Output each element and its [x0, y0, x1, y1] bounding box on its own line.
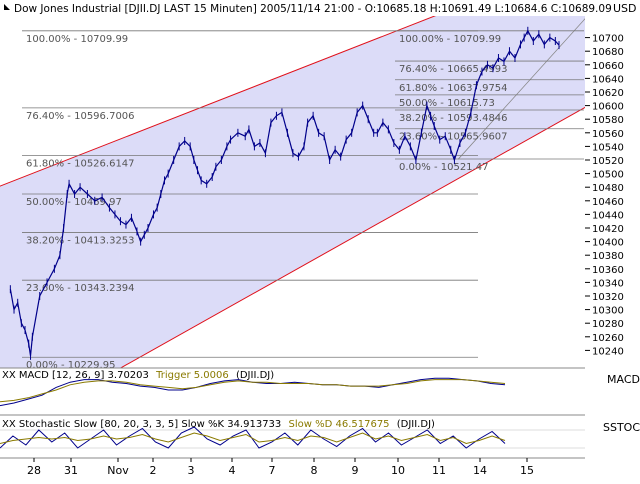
x-tick-label-7: 8: [311, 464, 318, 477]
macd-legend: XX MACD [12, 26, 9] 3.70203 Trigger 5.00…: [2, 370, 274, 381]
stoch-legend: XX Stochastic Slow [80, 20, 3, 3, 5] Slo…: [2, 419, 435, 430]
stoch-legend-main: XX Stochastic Slow [80, 20, 3, 3, 5] Slo…: [2, 419, 281, 430]
fib-right-label-2: 61.80% - 10637.9754: [399, 83, 508, 94]
x-tick-label-8: 9: [352, 464, 359, 477]
usd-label: USD: [613, 2, 637, 15]
stoch-d-line: [0, 432, 506, 445]
x-tick-label-12: 15: [520, 464, 534, 477]
y-tick-label-9: 10420: [592, 224, 624, 235]
fib-left-label-1: 76.40% - 10596.7006: [26, 111, 135, 122]
y-tick-label-18: 10600: [592, 102, 624, 113]
y-tick-label-14: 10520: [592, 156, 624, 167]
x-tick-label-4: 3: [188, 464, 195, 477]
fib-left-label-6: 0.00% - 10229.95: [26, 360, 115, 371]
y-tick-label-20: 10640: [592, 74, 624, 85]
fib-right-label-6: 0.00% - 10521.47: [399, 162, 488, 173]
x-tick-label-9: 10: [391, 464, 405, 477]
y-tick-label-13: 10500: [592, 170, 624, 181]
y-tick-label-8: 10400: [592, 238, 624, 249]
x-axis: 28 31 Nov 2 3 4 7 8 9 10 11 14 15: [27, 458, 534, 477]
y-tick-label-15: 10540: [592, 142, 624, 153]
fib-left-label-5: 23.60% - 10343.2394: [26, 283, 135, 294]
y-axis: 10240 10260 10280 10300 10320 10340 10360 10380…: [585, 34, 624, 357]
fib-right-label-3: 50.00% - 10615.73: [399, 98, 495, 109]
y-tick-label-12: 10480: [592, 183, 624, 194]
y-tick-label-3: 10300: [592, 306, 624, 317]
stoch-k-line: [0, 426, 506, 449]
y-tick-label-0: 10240: [592, 346, 624, 357]
y-tick-label-21: 10660: [592, 61, 624, 72]
channel-lower-line: [119, 106, 585, 368]
fib-left-label-3: 50.00% - 10469.97: [26, 197, 122, 208]
fib-left-label-0: 100.00% - 10709.99: [26, 34, 128, 45]
fib-left-label-2: 61.80% - 10526.6147: [26, 159, 135, 170]
y-tick-label-23: 10700: [592, 34, 624, 45]
macd-panel: [0, 377, 506, 407]
macd-legend-trigger: Trigger 5.0006: [155, 370, 229, 381]
trend-line: [457, 18, 585, 160]
y-tick-label-7: 10380: [592, 251, 624, 262]
x-tick-label-5: 4: [229, 464, 236, 477]
header-bar: [0, 0, 640, 16]
y-tick-label-4: 10320: [592, 292, 624, 303]
y-tick-label-1: 10260: [592, 333, 624, 344]
stoch-panel-label: SSTOC: [603, 421, 640, 434]
x-tick-label-11: 14: [473, 464, 487, 477]
x-tick-label-6: 7: [269, 464, 276, 477]
fib-right-label-0: 100.00% - 10709.99: [399, 34, 501, 45]
y-tick-label-19: 10620: [592, 88, 624, 99]
fib-right-label-5: 23.60% - 10565.9607: [399, 132, 508, 143]
stochastic-panel: [0, 426, 585, 449]
fib-right-label-4: 38.20% - 10593.4846: [399, 113, 508, 124]
x-tick-label-10: 11: [432, 464, 446, 477]
y-tick-label-10: 10440: [592, 210, 624, 221]
x-tick-label-0: 28: [27, 464, 41, 477]
chart-title: Dow Jones Industrial [DJII.DJ LAST 15 Mi…: [14, 3, 612, 15]
channel-upper-line: [0, 16, 436, 187]
price-series: [9, 26, 560, 360]
y-tick-label-22: 10680: [592, 47, 624, 58]
x-tick-label-2: Nov: [107, 464, 129, 477]
x-tick-label-1: 31: [64, 464, 78, 477]
y-tick-label-2: 10280: [592, 319, 624, 330]
x-tick-label-3: 2: [150, 464, 157, 477]
fib-right-label-1: 76.40% - 10665.4993: [399, 64, 508, 75]
macd-trigger-line: [0, 379, 506, 403]
stoch-legend-symbol: (DJII.DJ): [397, 419, 435, 430]
y-tick-label-6: 10360: [592, 265, 624, 276]
macd-panel-label: MACD: [607, 373, 640, 386]
y-tick-label-17: 10580: [592, 115, 624, 126]
chart-type-icon: [4, 4, 10, 10]
y-tick-label-16: 10560: [592, 129, 624, 140]
macd-legend-symbol: (DJII.DJ): [236, 370, 274, 381]
fib-left-label-4: 38.20% - 10413.3253: [26, 236, 135, 247]
macd-legend-main: XX MACD [12, 26, 9] 3.70203: [2, 370, 149, 381]
y-tick-label-5: 10340: [592, 278, 624, 289]
y-tick-label-11: 10460: [592, 197, 624, 208]
fibonacci-retracements: 100.00% - 10709.99 76.40% - 10596.7006 61.…: [22, 30, 584, 371]
stoch-legend-slow: Slow %D 46.517675: [288, 419, 389, 430]
